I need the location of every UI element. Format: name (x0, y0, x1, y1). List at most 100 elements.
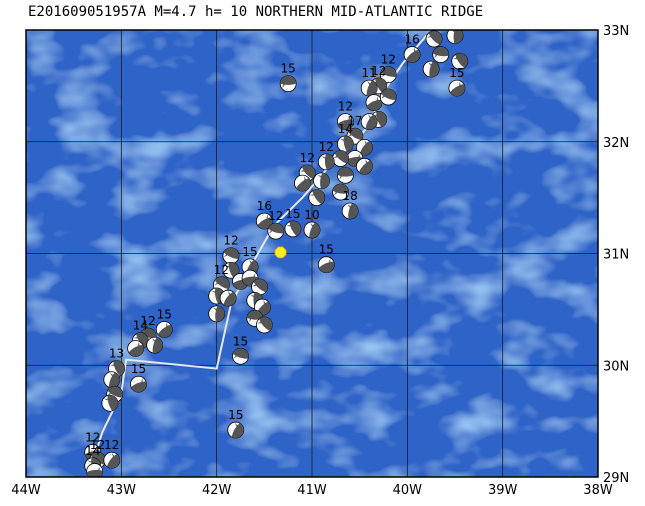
event-depth-label: 12 (300, 151, 315, 165)
lon-tick-label: 38W (583, 483, 613, 498)
beachball-compression-lobe (112, 452, 120, 459)
event-depth-label: 15 (228, 408, 243, 422)
event-depth-label: 12 (338, 100, 353, 114)
focal-mechanism: 15 (232, 334, 249, 365)
focal-mechanism: 15 (284, 207, 302, 238)
beachball-compression-lobe (333, 151, 339, 158)
focal-mechanism: 15 (227, 408, 245, 439)
beachball-compression-lobe (364, 139, 372, 146)
beachball-compression-lobe (248, 313, 252, 323)
focal-mechanism (208, 305, 226, 323)
beachball-compression-lobe (250, 294, 259, 298)
beachball-compression-lobe (309, 190, 317, 196)
beachball-compression-lobe (103, 395, 113, 401)
focal-mechanism: 15 (155, 307, 173, 338)
focal-mechanism: 15 (279, 62, 297, 93)
event-depth-label: 14 (85, 444, 100, 458)
beachball-compression-lobe (339, 170, 343, 180)
focal-mechanism (219, 289, 237, 307)
beachball-compression-lobe (281, 79, 286, 88)
event-depth-label: 12 (381, 53, 396, 67)
beachball-compression-lobe (107, 387, 113, 396)
event-depth-label: 12 (85, 430, 100, 444)
beachball-compression-lobe (433, 49, 438, 58)
beachball-compression-lobe (304, 175, 311, 183)
focal-mechanism (365, 94, 383, 112)
beachball-compression-lobe (286, 221, 295, 227)
beachball-compression-lobe (299, 165, 307, 172)
beachball-compression-lobe (381, 68, 386, 78)
lon-tick-label: 40W (393, 483, 423, 498)
focal-mechanism: 12 (336, 100, 354, 131)
focal-mechanism (255, 316, 273, 334)
beachball-compression-lobe (213, 277, 220, 285)
focal-mechanism (336, 166, 354, 184)
beachball-compression-lobe (141, 377, 146, 387)
event-depth-label: 10 (304, 208, 319, 222)
beachball-compression-lobe (253, 273, 257, 282)
focal-mechanism (294, 174, 311, 192)
latitude-tick-labels: 33N 32N 31N 30N 29N (603, 24, 629, 486)
focal-mechanism: 15 (130, 362, 147, 393)
focal-mechanism: 15 (317, 243, 335, 274)
event-depth-label: 16 (257, 199, 272, 213)
event-depth-label: 15 (285, 207, 300, 221)
focal-mechanism (86, 463, 104, 477)
lon-tick-label: 42W (202, 483, 232, 498)
event-depth-label: 14 (133, 319, 148, 333)
focal-mechanism (146, 336, 164, 354)
beachball-compression-lobe (452, 53, 460, 60)
focal-mechanism (432, 46, 450, 63)
focal-mechanism: 16 (403, 33, 421, 63)
focal-mechanism: 10 (303, 208, 321, 239)
beachball-compression-lobe (249, 259, 257, 265)
event-depth-label: 12 (140, 314, 155, 328)
focal-mechanism (241, 269, 259, 287)
beachball-compression-lobe (223, 249, 229, 257)
beachball-compression-lobe (235, 422, 243, 428)
beachball-compression-lobe (321, 155, 331, 159)
focal-mechanism (251, 278, 268, 296)
event-depth-label: 12 (371, 64, 386, 78)
focal-mechanism (308, 189, 326, 207)
map-title: E201609051957A M=4.7 h= 10 NORTHERN MID-… (28, 4, 484, 20)
beachball-compression-lobe (152, 338, 161, 343)
focal-mechanism: 15 (448, 66, 466, 97)
beachball-compression-lobe (367, 80, 376, 86)
longitude-tick-labels: 44W 43W 42W 41W 40W 39W 38W (11, 483, 613, 498)
event-depth-label: 12 (426, 17, 441, 31)
event-depth-label: 18 (342, 189, 357, 203)
focal-mechanism: 15 (446, 30, 464, 44)
lat-tick-label: 29N (603, 471, 629, 486)
beachball-compression-lobe (413, 47, 420, 55)
beachball-compression-lobe (256, 317, 264, 324)
beachball-compression-lobe (380, 90, 386, 99)
beachball-compression-lobe (133, 333, 141, 339)
lon-tick-label: 43W (107, 483, 137, 498)
beachball-compression-lobe (357, 153, 362, 163)
lat-tick-label: 32N (603, 136, 629, 151)
event-depth-label: 11 (362, 66, 377, 80)
focal-mechanism (422, 60, 440, 78)
event-depth-label: 12 (268, 209, 283, 223)
beachball-compression-lobe (348, 115, 353, 125)
beachball-compression-lobe (266, 214, 272, 222)
event-depth-label: 12 (214, 263, 229, 277)
beachball-compression-lobe (347, 129, 353, 137)
epicenter-marker (274, 246, 287, 259)
event-depth-label: 15 (157, 307, 172, 321)
event-depth-label: 13 (109, 347, 124, 361)
event-depth-label: 12 (223, 234, 238, 248)
focal-mechanism (356, 157, 373, 175)
beachball-compression-lobe (428, 62, 437, 67)
beachball-compression-lobe (372, 78, 380, 84)
focal-mechanism (356, 138, 373, 156)
event-depth-label: 17 (347, 114, 362, 128)
focal-mechanism (332, 183, 350, 201)
beachball-compression-lobe (263, 299, 270, 306)
event-depth-label: 12 (90, 438, 105, 452)
focal-mechanism: 18 (341, 189, 359, 220)
beachball-compression-lobe (252, 279, 259, 287)
